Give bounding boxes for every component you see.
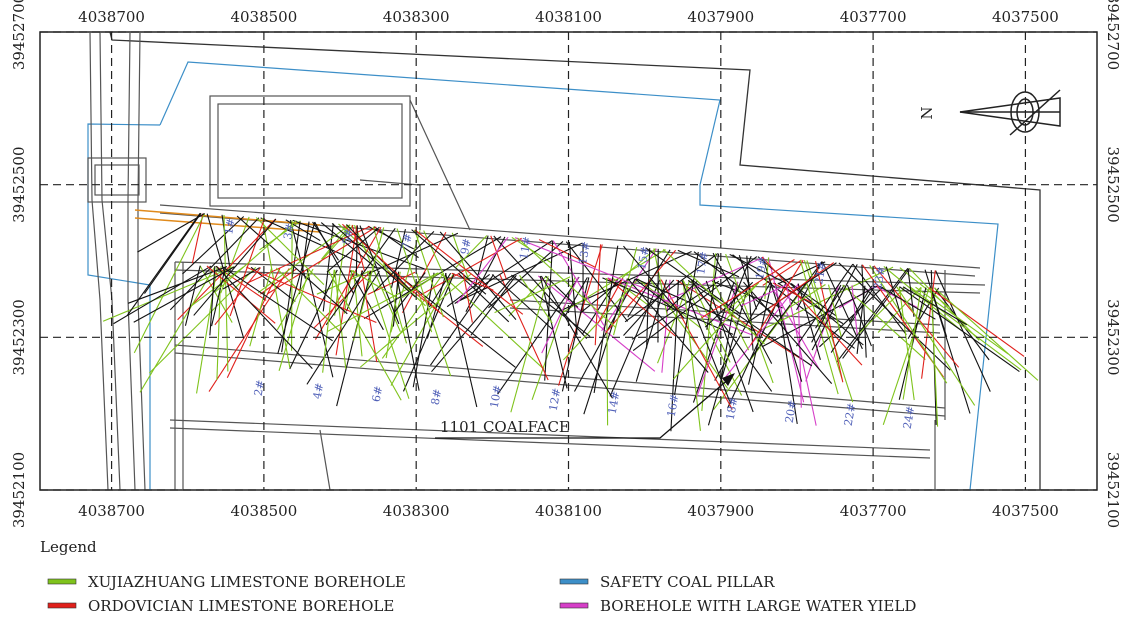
borehole-line xyxy=(899,287,1019,372)
x-tick-label: 4038500 xyxy=(230,502,297,520)
y-tick-label: 39452500 xyxy=(10,146,28,222)
x-tick-label: 4038700 xyxy=(78,502,145,520)
x-tick-label: 4037700 xyxy=(840,502,907,520)
borehole-label: 16# xyxy=(665,393,682,418)
y-tick-label: 39452100 xyxy=(1104,452,1122,528)
borehole-label: 17# xyxy=(694,250,711,275)
legend-swatch xyxy=(48,603,76,608)
x-tick-label: 4038100 xyxy=(535,8,602,26)
borehole-line xyxy=(929,288,1024,357)
y-tick-label: 39452300 xyxy=(1104,299,1122,375)
borehole-label: 7# xyxy=(399,232,415,250)
borehole-label: 11# xyxy=(517,235,534,260)
y-tick-label: 39452100 xyxy=(10,452,28,528)
borehole-label: 8# xyxy=(429,388,445,406)
borehole-label: 9# xyxy=(458,237,474,255)
compass xyxy=(960,90,1060,135)
borehole-label: 24# xyxy=(901,405,918,430)
borehole-label: 21# xyxy=(812,260,829,285)
legend-swatch xyxy=(560,603,588,608)
borehole-line xyxy=(250,268,272,346)
coalface-label: 1101 COALFACE xyxy=(440,418,570,436)
borehole-line xyxy=(307,269,333,377)
legend-swatch xyxy=(48,579,76,584)
borehole-label: 13# xyxy=(576,240,593,265)
x-tick-label: 4038300 xyxy=(383,8,450,26)
borehole-label: 1# xyxy=(222,217,238,235)
borehole-label: 18# xyxy=(724,396,741,421)
x-tick-label: 4037900 xyxy=(687,8,754,26)
borehole-line xyxy=(610,280,660,397)
x-tick-label: 4038100 xyxy=(535,502,602,520)
y-tick-label: 39452500 xyxy=(1104,146,1122,222)
borehole-label: 22# xyxy=(842,402,859,427)
legend-label: SAFETY COAL PILLAR xyxy=(600,573,775,591)
borehole-line xyxy=(667,281,698,311)
legend-label: ORDOVICIAN LIMESTONE BOREHOLE xyxy=(88,597,394,615)
legend: XUJIAZHUANG LIMESTONE BOREHOLE ORDOVICIAN… xyxy=(48,573,916,615)
x-tick-label: 4038700 xyxy=(78,8,145,26)
x-tick-label: 4037500 xyxy=(992,8,1059,26)
x-tick-label: 4037900 xyxy=(687,502,754,520)
borehole-label: 5# xyxy=(340,227,356,245)
x-tick-label: 4038300 xyxy=(383,502,450,520)
borehole-line xyxy=(144,213,201,293)
x-tick-label: 4037700 xyxy=(840,8,907,26)
y-tick-label: 39452700 xyxy=(1104,0,1122,70)
y-tick-label: 39452700 xyxy=(10,0,28,70)
borehole-label: 2# xyxy=(252,379,268,397)
borehole-label: 4# xyxy=(311,382,327,400)
borehole-label: 14# xyxy=(606,390,623,415)
x-tick-label: 4037500 xyxy=(992,502,1059,520)
borehole-label: 10# xyxy=(488,384,505,409)
map: 1#2#3#4#5#6#7#8#9#10#11#12#13#14#15#16#1… xyxy=(0,0,1129,627)
x-tick-label: 4038500 xyxy=(230,8,297,26)
legend-title: Legend xyxy=(40,538,97,556)
legend-label: BOREHOLE WITH LARGE WATER YIELD xyxy=(600,597,916,615)
borehole-line xyxy=(934,288,1038,381)
borehole-line xyxy=(262,218,289,368)
y-tick-label: 39452300 xyxy=(10,299,28,375)
legend-label: XUJIAZHUANG LIMESTONE BOREHOLE xyxy=(88,573,406,591)
borehole-label: 12# xyxy=(547,387,564,412)
north-label: N xyxy=(918,106,936,119)
borehole-line xyxy=(430,275,493,366)
coalface-callout: 1101 COALFACE xyxy=(435,373,735,438)
borehole-label: 3# xyxy=(281,222,297,240)
borehole-line xyxy=(859,287,906,334)
legend-swatch xyxy=(560,579,588,584)
borehole-label: 6# xyxy=(370,385,386,403)
